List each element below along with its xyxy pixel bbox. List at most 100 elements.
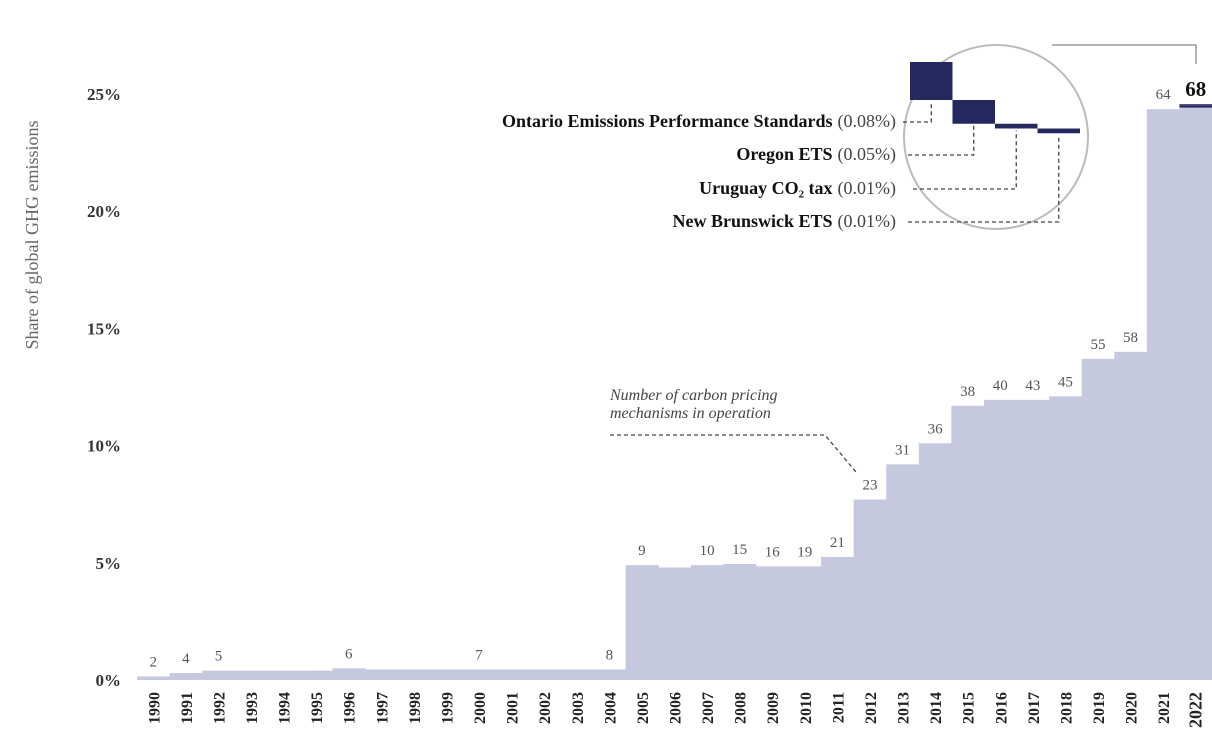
x-tick-label: 2007 bbox=[700, 692, 717, 724]
count-label: 23 bbox=[862, 478, 877, 494]
x-tick-label: 2009 bbox=[765, 692, 782, 724]
addition-value: (0.01%) bbox=[838, 211, 896, 232]
x-tick-label: 1995 bbox=[309, 692, 326, 724]
area-step bbox=[332, 668, 366, 680]
count-label: 15 bbox=[732, 542, 747, 558]
x-tick-label: 2004 bbox=[602, 692, 619, 724]
area-step bbox=[267, 670, 301, 680]
label-leader bbox=[913, 130, 1017, 190]
addition-label: Oregon ETS (0.05%) bbox=[736, 144, 896, 165]
x-tick-label: 2001 bbox=[505, 692, 522, 724]
count-label: 45 bbox=[1058, 374, 1073, 390]
count-label: 36 bbox=[928, 421, 944, 437]
area-step bbox=[853, 499, 887, 680]
count-label: 9 bbox=[638, 543, 646, 559]
count-label: 19 bbox=[797, 544, 812, 560]
addition-label: New Brunswick ETS (0.01%) bbox=[672, 211, 896, 232]
area-step bbox=[788, 566, 822, 680]
count-label: 31 bbox=[895, 442, 910, 458]
area-step bbox=[625, 565, 659, 680]
area-step bbox=[1049, 396, 1083, 680]
count-label: 68 bbox=[1185, 77, 1206, 101]
x-tick-label: 2015 bbox=[961, 692, 978, 724]
y-tick-label: 0% bbox=[96, 671, 122, 690]
area-step bbox=[462, 669, 496, 680]
x-tick-label: 2018 bbox=[1058, 692, 1075, 724]
area-step bbox=[918, 443, 952, 680]
x-tick-label: 2000 bbox=[472, 692, 489, 724]
magnified-segment bbox=[952, 100, 995, 124]
area-step bbox=[690, 565, 724, 680]
x-tick-label: 2005 bbox=[635, 692, 652, 724]
y-tick-label: 20% bbox=[87, 202, 121, 221]
x-tick-label: 2014 bbox=[928, 692, 945, 724]
x-tick-label: 2019 bbox=[1091, 692, 1108, 724]
label-leader bbox=[908, 125, 975, 156]
area-step bbox=[560, 669, 594, 680]
addition-value: (0.01%) bbox=[838, 178, 896, 199]
count-label: 6 bbox=[345, 646, 353, 662]
addition-name: Ontario Emissions Performance Standards bbox=[502, 111, 833, 131]
area-step bbox=[658, 567, 692, 680]
count-label: 8 bbox=[606, 647, 614, 663]
area-step bbox=[723, 563, 757, 680]
area-step bbox=[951, 405, 985, 680]
area-step bbox=[983, 399, 1018, 680]
annotation: mechanisms in operation bbox=[610, 405, 771, 422]
label-leader bbox=[908, 135, 1060, 223]
count-label: 40 bbox=[993, 378, 1008, 394]
x-tick-label: 2017 bbox=[1026, 692, 1043, 724]
addition-segment bbox=[1179, 105, 1212, 108]
count-label: 7 bbox=[475, 647, 483, 663]
x-tick-label: 1998 bbox=[407, 692, 424, 724]
x-tick-label: 1999 bbox=[439, 692, 456, 724]
addition-segment bbox=[1179, 104, 1212, 106]
addition-label: Uruguay CO₂ tax (0.01%) bbox=[699, 178, 896, 199]
magnified-segment bbox=[995, 123, 1038, 129]
x-tick-label: 2006 bbox=[668, 692, 685, 724]
addition-name: Uruguay CO₂ tax bbox=[699, 178, 832, 198]
label-leader bbox=[903, 102, 932, 123]
count-label: 16 bbox=[765, 544, 781, 560]
x-tick-label: 1997 bbox=[374, 692, 391, 724]
area-step bbox=[495, 669, 529, 680]
area-step bbox=[1179, 107, 1212, 680]
area-step bbox=[365, 669, 399, 680]
y-tick-label: 25% bbox=[87, 85, 121, 104]
count-label: 64 bbox=[1156, 87, 1172, 103]
area-step bbox=[886, 464, 920, 680]
x-tick-label: 1996 bbox=[342, 692, 359, 724]
x-tick-label: 2003 bbox=[570, 692, 587, 724]
x-tick-label: 2022 bbox=[1186, 692, 1206, 728]
addition-value: (0.08%) bbox=[838, 111, 896, 132]
x-tick-label: 2002 bbox=[537, 692, 554, 724]
area-step bbox=[202, 670, 236, 680]
annotation-leader bbox=[610, 434, 857, 473]
y-tick-label: 5% bbox=[96, 554, 122, 573]
area-step bbox=[1081, 358, 1115, 680]
area-step bbox=[397, 669, 431, 680]
x-tick-label: 1993 bbox=[244, 692, 261, 724]
area-step bbox=[1146, 109, 1180, 680]
magnifier-link bbox=[1052, 44, 1197, 64]
area-step bbox=[593, 669, 627, 680]
x-tick-label: 1990 bbox=[146, 692, 163, 724]
count-label: 4 bbox=[182, 651, 190, 667]
x-tick-label: 2011 bbox=[830, 692, 847, 723]
addition-name: Oregon ETS bbox=[736, 144, 832, 164]
area-step bbox=[169, 672, 203, 680]
area-step bbox=[1016, 399, 1050, 680]
count-label: 5 bbox=[215, 649, 223, 665]
magnified-segment bbox=[1037, 128, 1080, 134]
area-step bbox=[234, 670, 268, 680]
x-tick-label: 2013 bbox=[896, 692, 913, 724]
x-tick-label: 2008 bbox=[733, 692, 750, 724]
x-tick-label: 1992 bbox=[211, 692, 228, 724]
addition-name: New Brunswick ETS bbox=[672, 211, 832, 231]
addition-label: Ontario Emissions Performance Standards(… bbox=[502, 111, 896, 132]
magnified-segment bbox=[910, 62, 953, 100]
x-tick-label: 2021 bbox=[1156, 692, 1173, 724]
area-step bbox=[430, 669, 464, 680]
count-label: 2 bbox=[150, 654, 158, 670]
